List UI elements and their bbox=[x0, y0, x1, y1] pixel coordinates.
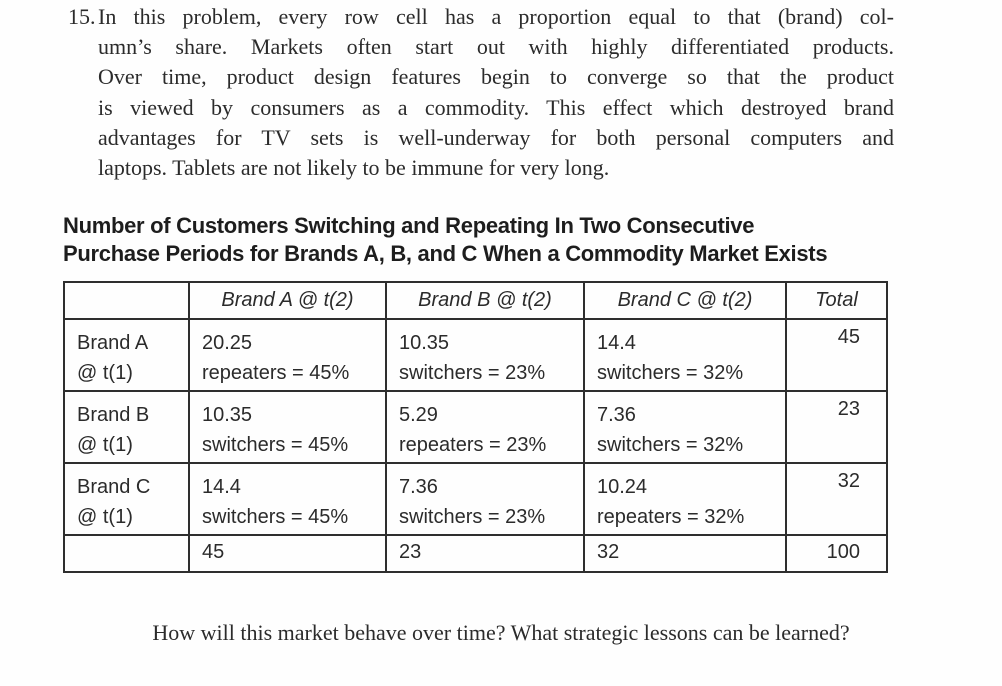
problem-line: laptops. Tablets are not likely to be im… bbox=[98, 155, 610, 181]
problem-paragraph: 15. In this problem, every row cell has … bbox=[68, 2, 894, 183]
row-label-line: @ t(1) bbox=[77, 506, 133, 528]
table-row-brand-b: Brand B @ t(1) 10.35 switchers = 45% 5.2… bbox=[63, 390, 888, 464]
cell-value: 10.24 bbox=[597, 476, 648, 498]
cell-b-b: 5.29 repeaters = 23% bbox=[385, 390, 585, 464]
cell-c-a: 14.4 switchers = 45% bbox=[188, 462, 387, 536]
row-label-line: @ t(1) bbox=[77, 434, 133, 456]
cell-b-c: 7.36 switchers = 32% bbox=[583, 390, 787, 464]
column-total-a: 45 bbox=[188, 534, 387, 573]
cell-note: repeaters = 23% bbox=[399, 434, 547, 456]
cell-note: switchers = 32% bbox=[597, 434, 744, 456]
table-row-brand-a: Brand A @ t(1) 20.25 repeaters = 45% 10.… bbox=[63, 318, 888, 392]
row-label-brand-b: Brand B @ t(1) bbox=[63, 390, 190, 464]
header-brand-b: Brand B @ t(2) bbox=[385, 281, 585, 320]
cell-value: 10.35 bbox=[202, 404, 253, 426]
cell-value: 5.29 bbox=[399, 404, 438, 426]
header-brand-a: Brand A @ t(2) bbox=[188, 281, 387, 320]
cell-note: switchers = 45% bbox=[202, 506, 349, 528]
problem-line: umn’s share. Markets often start out wit… bbox=[98, 34, 894, 60]
column-total-b: 23 bbox=[385, 534, 585, 573]
row-label-line: Brand B bbox=[77, 404, 150, 426]
cell-c-b: 7.36 switchers = 23% bbox=[385, 462, 585, 536]
table-title: Number of Customers Switching and Repeat… bbox=[63, 212, 893, 268]
row-label-line: @ t(1) bbox=[77, 362, 133, 384]
totals-label-cell bbox=[63, 534, 190, 573]
table-totals-row: 45 23 32 100 bbox=[63, 534, 888, 573]
row-total: 23 bbox=[785, 390, 888, 464]
problem-number: 15. bbox=[68, 4, 96, 29]
column-total-c: 32 bbox=[583, 534, 787, 573]
cell-value: 7.36 bbox=[597, 404, 636, 426]
problem-line: advantages for TV sets is well-underway … bbox=[98, 124, 894, 150]
table-row-brand-c: Brand C @ t(1) 14.4 switchers = 45% 7.36… bbox=[63, 462, 888, 536]
row-total: 32 bbox=[785, 462, 888, 536]
problem-text: In this problem, every row cell has a pr… bbox=[98, 2, 894, 183]
cell-b-a: 10.35 switchers = 45% bbox=[188, 390, 387, 464]
cell-note: switchers = 23% bbox=[399, 506, 546, 528]
cell-a-c: 14.4 switchers = 32% bbox=[583, 318, 787, 392]
grand-total: 100 bbox=[785, 534, 888, 573]
problem-line: Over time, product design features begin… bbox=[98, 64, 894, 90]
problem-line: In this problem, every row cell has a pr… bbox=[98, 4, 894, 29]
brand-switching-table: Brand A @ t(2) Brand B @ t(2) Brand C @ … bbox=[63, 281, 888, 573]
cell-value: 10.35 bbox=[399, 332, 450, 354]
cell-value: 7.36 bbox=[399, 476, 438, 498]
row-label-brand-a: Brand A @ t(1) bbox=[63, 318, 190, 392]
cell-c-c: 10.24 repeaters = 32% bbox=[583, 462, 787, 536]
cell-note: switchers = 45% bbox=[202, 434, 349, 456]
cell-value: 14.4 bbox=[202, 476, 241, 498]
row-total: 45 bbox=[785, 318, 888, 392]
cell-note: switchers = 23% bbox=[399, 362, 546, 384]
table-header-row: Brand A @ t(2) Brand B @ t(2) Brand C @ … bbox=[63, 281, 888, 320]
row-label-brand-c: Brand C @ t(1) bbox=[63, 462, 190, 536]
header-brand-c: Brand C @ t(2) bbox=[583, 281, 787, 320]
cell-note: switchers = 32% bbox=[597, 362, 744, 384]
header-corner-cell bbox=[63, 281, 190, 320]
question-text: How will this market behave over time? W… bbox=[152, 620, 850, 645]
cell-note: repeaters = 32% bbox=[597, 506, 745, 528]
cell-a-b: 10.35 switchers = 23% bbox=[385, 318, 585, 392]
problem-line: is viewed by consumers as a commodity. T… bbox=[98, 94, 894, 120]
table-title-line: Purchase Periods for Brands A, B, and C … bbox=[63, 241, 828, 266]
row-label-line: Brand C bbox=[77, 476, 151, 498]
row-label-line: Brand A bbox=[77, 332, 149, 354]
cell-note: repeaters = 45% bbox=[202, 362, 350, 384]
cell-value: 14.4 bbox=[597, 332, 636, 354]
cell-value: 20.25 bbox=[202, 332, 253, 354]
cell-a-a: 20.25 repeaters = 45% bbox=[188, 318, 387, 392]
table-title-line: Number of Customers Switching and Repeat… bbox=[63, 213, 755, 238]
header-total: Total bbox=[785, 281, 888, 320]
